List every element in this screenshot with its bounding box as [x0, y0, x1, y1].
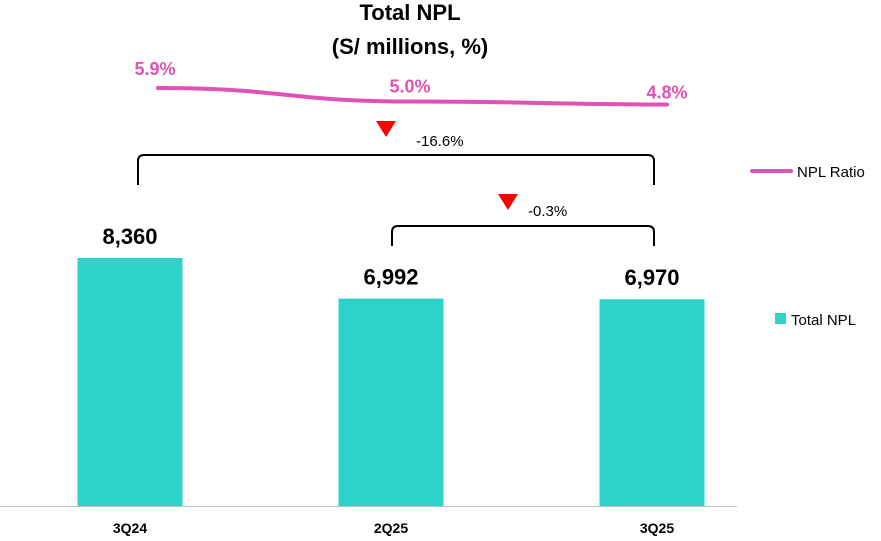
- legend-total-npl-swatch: [775, 313, 786, 324]
- bar-3q24: [77, 258, 183, 506]
- bar-value-label: 6,970: [624, 265, 679, 290]
- annotations-layer: -16.6% -0.3%: [137, 121, 655, 246]
- legend-npl-ratio-label: NPL Ratio: [797, 164, 865, 181]
- ratio-value-label: 5.9%: [134, 59, 175, 79]
- chart-subtitle: (S/ millions, %): [332, 34, 488, 59]
- bar-value-label: 8,360: [102, 224, 157, 249]
- change-bracket-3q24-3q25: [137, 154, 655, 185]
- ratio-value-label: 5.0%: [389, 77, 430, 97]
- bar-2q25: [338, 298, 444, 506]
- down-arrow-icon: [376, 121, 396, 137]
- legend: NPL Ratio Total NPL: [750, 164, 865, 329]
- change-label: -16.6%: [416, 133, 464, 150]
- ratio-line-layer: 5.9% 5.0% 4.8%: [134, 59, 688, 107]
- bars-layer: 8,360 6,992 6,970: [77, 224, 705, 506]
- x-tick-label: 3Q24: [113, 520, 147, 536]
- x-axis: 3Q24 2Q25 3Q25: [0, 506, 737, 536]
- bar-value-label: 6,992: [363, 265, 418, 290]
- chart-title: Total NPL: [359, 0, 460, 25]
- change-label: -0.3%: [528, 203, 567, 220]
- ratio-value-label: 4.8%: [646, 83, 687, 103]
- x-tick-label: 3Q25: [640, 520, 674, 536]
- change-bracket-2q25-3q25: [391, 225, 655, 246]
- bar-3q25: [599, 299, 705, 506]
- down-arrow-icon: [498, 194, 518, 210]
- x-tick-label: 2Q25: [374, 520, 408, 536]
- legend-total-npl-label: Total NPL: [791, 312, 856, 329]
